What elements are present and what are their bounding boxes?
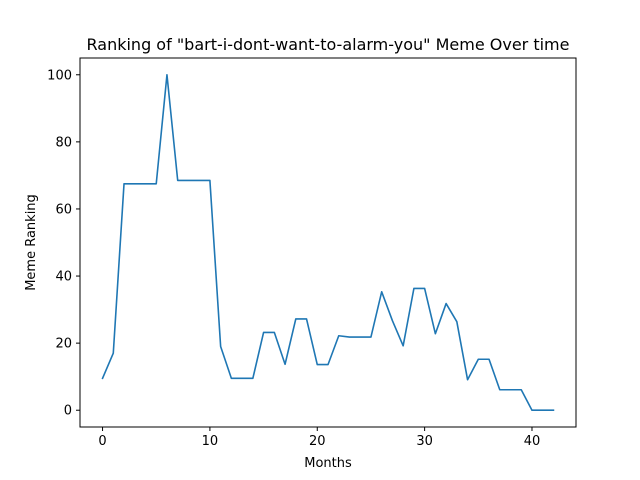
x-tick-label: 40	[524, 434, 541, 449]
x-tick-label: 10	[202, 434, 219, 449]
x-axis: 0 10 20 30 40	[98, 427, 540, 449]
y-tick-label: 0	[64, 404, 72, 419]
y-tick-label: 80	[55, 135, 72, 150]
y-tick-label: 40	[55, 270, 72, 285]
x-tick-label: 0	[98, 434, 106, 449]
y-tick-label: 60	[55, 202, 72, 217]
series-line	[101, 73, 555, 412]
chart-title: Ranking of "bart-i-dont-want-to-alarm-yo…	[87, 35, 570, 54]
y-tick-label: 100	[47, 68, 72, 83]
y-tick-label: 20	[55, 337, 72, 352]
plot-area	[101, 73, 555, 412]
x-tick-label: 30	[416, 434, 433, 449]
plot-frame	[79, 57, 577, 428]
x-axis-label: Months	[304, 456, 352, 471]
x-tick-label: 20	[309, 434, 326, 449]
y-axis-label: Meme Ranking	[24, 194, 39, 291]
y-axis: 0 20 40 60 80 100	[47, 68, 80, 419]
